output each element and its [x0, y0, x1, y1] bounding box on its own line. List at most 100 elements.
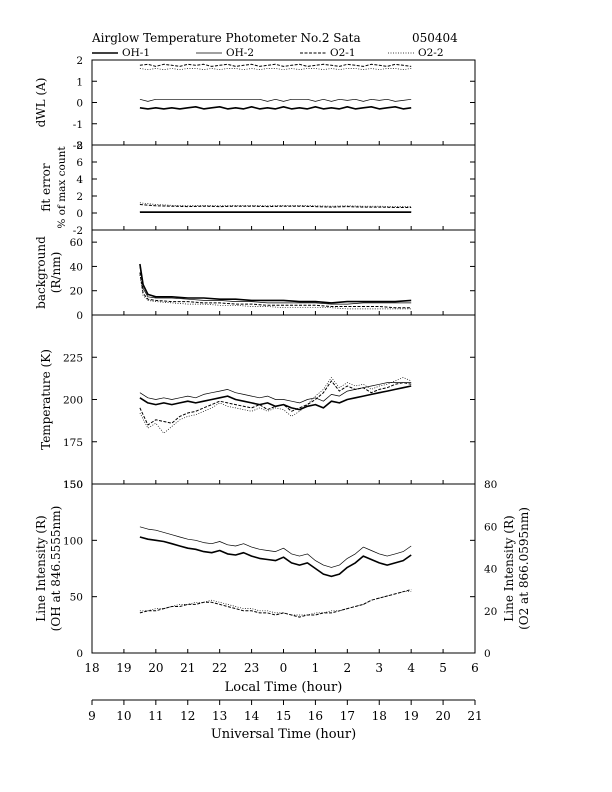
panel-2: 8 6 4 2 0 -2 fit error% of max count — [39, 140, 476, 237]
y-tick-label: 2 — [76, 191, 83, 203]
ut-axis-label: Universal Time (hour) — [211, 727, 356, 742]
panel-frame — [91, 144, 476, 231]
series-line-o2-2 — [139, 274, 412, 310]
x-tick-label: 19 — [116, 661, 131, 675]
y2-axis-label-2: (O2 at 866.0595nm) — [517, 507, 531, 630]
y-tick-label: 2 — [76, 55, 83, 67]
y-axis-label: dWL (A) — [34, 78, 48, 128]
y-tick-label: 8 — [76, 140, 83, 152]
series-line-oh-1 — [139, 263, 412, 304]
y-axis-label-2: % of max count — [56, 146, 68, 229]
x-tick-label: 4 — [407, 661, 415, 675]
y-tick-label: 100 — [63, 535, 83, 547]
y2-tick-label: 40 — [484, 564, 497, 576]
y-axis-label-2: (R/nm) — [49, 252, 63, 294]
series-line-oh-2 — [139, 382, 412, 404]
series-line-o2-1 — [139, 272, 412, 309]
figure-title: Airglow Temperature Photometer No.2 Sata — [91, 31, 361, 45]
panel-1: 2 1 0 -1 -2 dWL (A) — [34, 55, 476, 152]
y-tick-label: 60 — [70, 237, 83, 249]
y-tick-label: 150 — [63, 479, 83, 491]
y2-axis-label: Line Intensity (R) — [502, 515, 516, 621]
ut-tick-label: 10 — [116, 709, 131, 723]
y-tick-label: 175 — [63, 437, 83, 449]
panel-frame — [91, 483, 476, 654]
series-line-oh-2 — [139, 266, 412, 305]
series-line-o2-1 — [139, 380, 412, 426]
y2-tick-label: 0 — [484, 648, 491, 660]
x-tick-label: 3 — [375, 661, 383, 675]
series-line-oh-2 — [139, 526, 412, 568]
x-tick-label: 1 — [312, 661, 320, 675]
y-tick-label: 40 — [70, 261, 83, 273]
y-axis-label: fit error — [39, 163, 53, 211]
y-tick-label: -2 — [73, 225, 83, 237]
y-tick-label: 0 — [76, 648, 83, 660]
x-tick-label: 2 — [344, 661, 352, 675]
ut-tick-label: 13 — [212, 709, 227, 723]
y-tick-label: 4 — [76, 174, 83, 186]
panel-3: 60 40 20 0 background (R/nm) — [34, 229, 476, 322]
series-line-o2-1 — [139, 204, 412, 208]
legend: OH-1 OH-2 O2-1 O2-2 — [92, 47, 444, 59]
ut-tick-label: 19 — [404, 709, 419, 723]
series-line-oh-2 — [139, 98, 412, 102]
y-tick-label: 225 — [63, 352, 83, 364]
x-tick-label: 18 — [84, 661, 99, 675]
y-tick-label: 1 — [76, 76, 83, 88]
x-tick-label: 23 — [244, 661, 259, 675]
y-tick-label: 0 — [76, 98, 83, 110]
series-line-o2-2 — [139, 68, 412, 70]
series-line-oh-1 — [139, 536, 412, 578]
y-tick-label: 150 — [63, 479, 83, 491]
y2-tick-label: 80 — [484, 479, 497, 491]
y-tick-label: 6 — [76, 157, 83, 169]
x-axis-label: Local Time (hour) — [225, 680, 343, 695]
y-axis-label: background — [34, 236, 48, 309]
ut-tick-label: 16 — [308, 709, 323, 723]
series-line-o2-1 — [139, 63, 412, 67]
ut-tick-label: 18 — [372, 709, 387, 723]
legend-label-oh-1: OH-1 — [122, 47, 150, 59]
legend-label-o2-2: O2-2 — [418, 47, 444, 59]
y-tick-label: 20 — [70, 286, 83, 298]
ut-tick-label: 15 — [276, 709, 291, 723]
ut-tick-label: 17 — [340, 709, 355, 723]
x-tick-label: 21 — [180, 661, 195, 675]
y-axis-label: Line Intensity (R) — [34, 515, 48, 621]
panel-frame — [91, 229, 476, 316]
legend-label-o2-1: O2-1 — [330, 47, 356, 59]
y-tick-label: 0 — [76, 310, 83, 322]
ut-tick-label: 11 — [148, 709, 163, 723]
panel-4: 225 200 175 150 Temperature (K) — [39, 314, 476, 491]
series-line-o2-2 — [139, 202, 412, 207]
y-tick-label: -1 — [73, 119, 83, 131]
ut-tick-label: 21 — [467, 709, 482, 723]
ut-tick-label: 14 — [244, 709, 260, 723]
series-line-oh-1 — [139, 385, 412, 411]
y-axis-label-2: (OH at 846.5555nm) — [49, 506, 63, 632]
figure-date: 050404 — [412, 31, 458, 45]
ut-tick-label: 20 — [435, 709, 450, 723]
legend-label-oh-2: OH-2 — [226, 47, 254, 59]
series-line-o2-1 — [139, 589, 412, 618]
x-tick-label: 5 — [439, 661, 447, 675]
y2-tick-label: 20 — [484, 606, 497, 618]
y-axis-label: Temperature (K) — [39, 349, 53, 450]
y-tick-label: 50 — [70, 592, 83, 604]
x-tick-label: 20 — [148, 661, 163, 675]
y-tick-label: -2 — [73, 140, 83, 152]
x-tick-label: 22 — [212, 661, 227, 675]
x-tick-label: 0 — [280, 661, 288, 675]
series-line-oh-1 — [139, 106, 412, 110]
y-tick-label: 0 — [76, 208, 83, 220]
x-tick-label: 6 — [471, 661, 479, 675]
ut-tick-label: 9 — [88, 709, 96, 723]
series-line-o2-2 — [139, 591, 412, 616]
panel-frame — [91, 59, 476, 146]
y2-tick-label: 60 — [484, 521, 497, 533]
